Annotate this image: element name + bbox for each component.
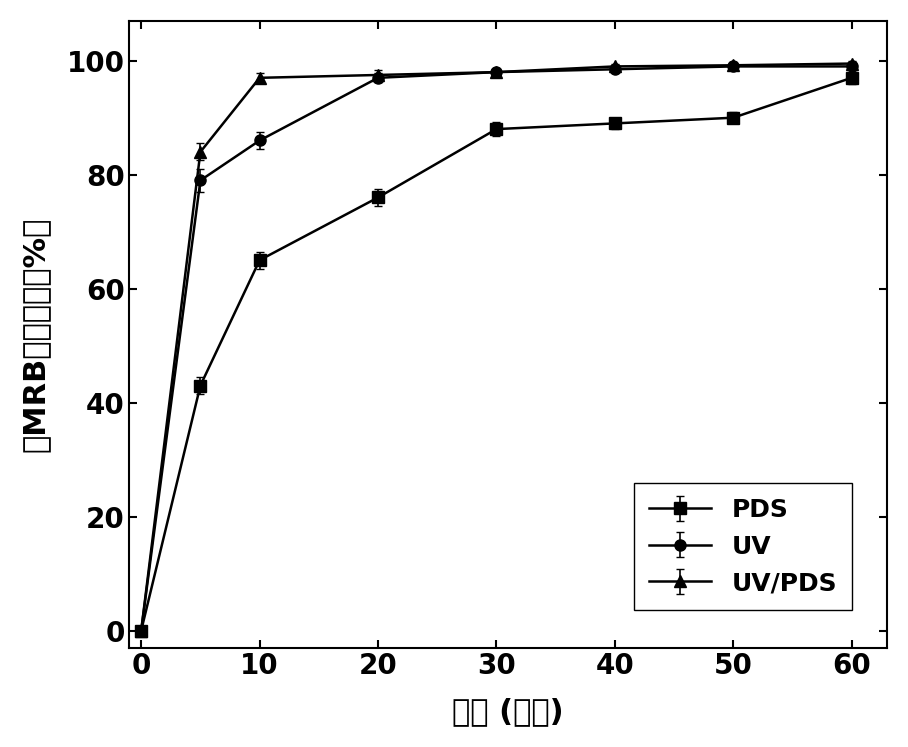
Legend: PDS, UV, UV/PDS: PDS, UV, UV/PDS bbox=[634, 483, 852, 610]
Y-axis label: 对MRB的去除率（%）: 对MRB的去除率（%） bbox=[21, 217, 50, 452]
X-axis label: 时间 (分钟): 时间 (分钟) bbox=[452, 697, 564, 726]
